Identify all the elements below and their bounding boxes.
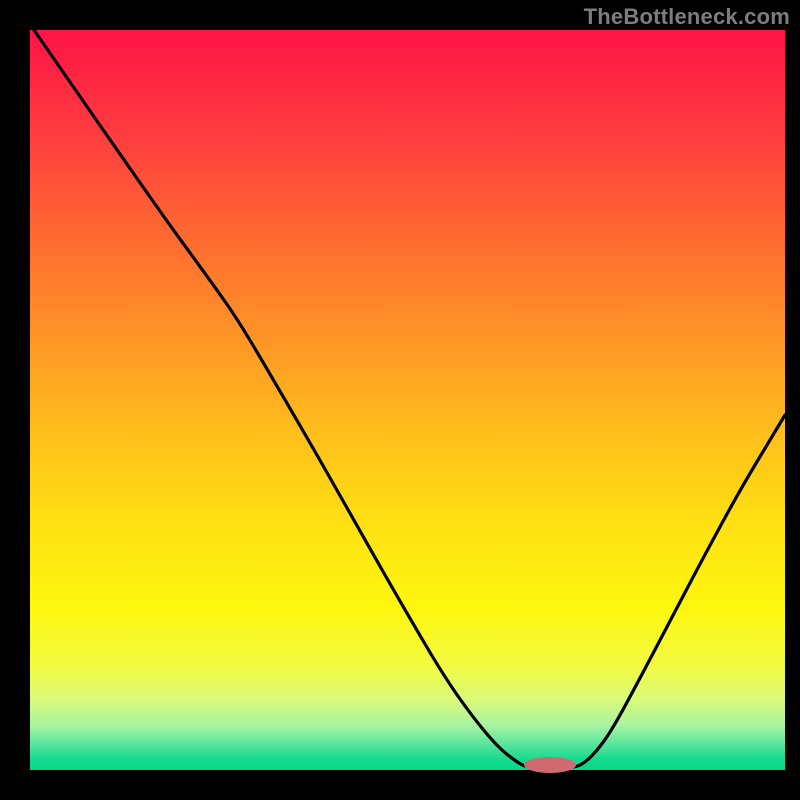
watermark-label: TheBottleneck.com [584, 4, 790, 30]
optimal-marker [524, 757, 576, 773]
plot-area [30, 30, 785, 770]
chart-stage: TheBottleneck.com [0, 0, 800, 800]
bottleneck-chart [0, 0, 800, 800]
